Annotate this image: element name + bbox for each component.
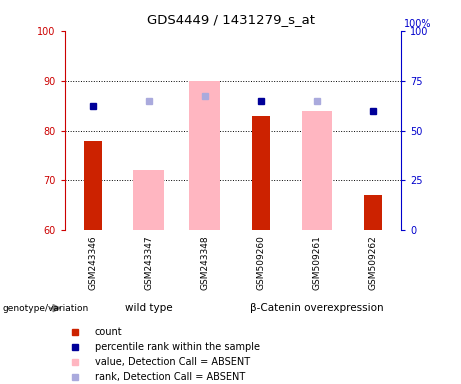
Text: genotype/variation: genotype/variation (2, 304, 89, 313)
Bar (133, 170, 164, 230)
Text: percentile rank within the sample: percentile rank within the sample (95, 342, 260, 352)
Bar (252, 116, 270, 230)
Text: GSM509262: GSM509262 (368, 235, 378, 290)
Text: rank, Detection Call = ABSENT: rank, Detection Call = ABSENT (95, 372, 245, 382)
Text: count: count (95, 327, 123, 337)
Bar (364, 195, 382, 230)
Text: GDS4449 / 1431279_s_at: GDS4449 / 1431279_s_at (147, 13, 314, 26)
Text: wild type: wild type (125, 303, 172, 313)
Text: GSM243346: GSM243346 (88, 235, 97, 290)
Text: β-Catenin overexpression: β-Catenin overexpression (250, 303, 384, 313)
Bar (189, 81, 220, 230)
Bar (301, 111, 332, 230)
Text: 100%: 100% (404, 19, 432, 29)
Text: GSM243347: GSM243347 (144, 235, 153, 290)
Text: value, Detection Call = ABSENT: value, Detection Call = ABSENT (95, 357, 250, 367)
Text: GSM509260: GSM509260 (256, 235, 266, 290)
Text: GSM243348: GSM243348 (200, 235, 209, 290)
Text: GSM509261: GSM509261 (313, 235, 321, 290)
Bar (83, 141, 101, 230)
